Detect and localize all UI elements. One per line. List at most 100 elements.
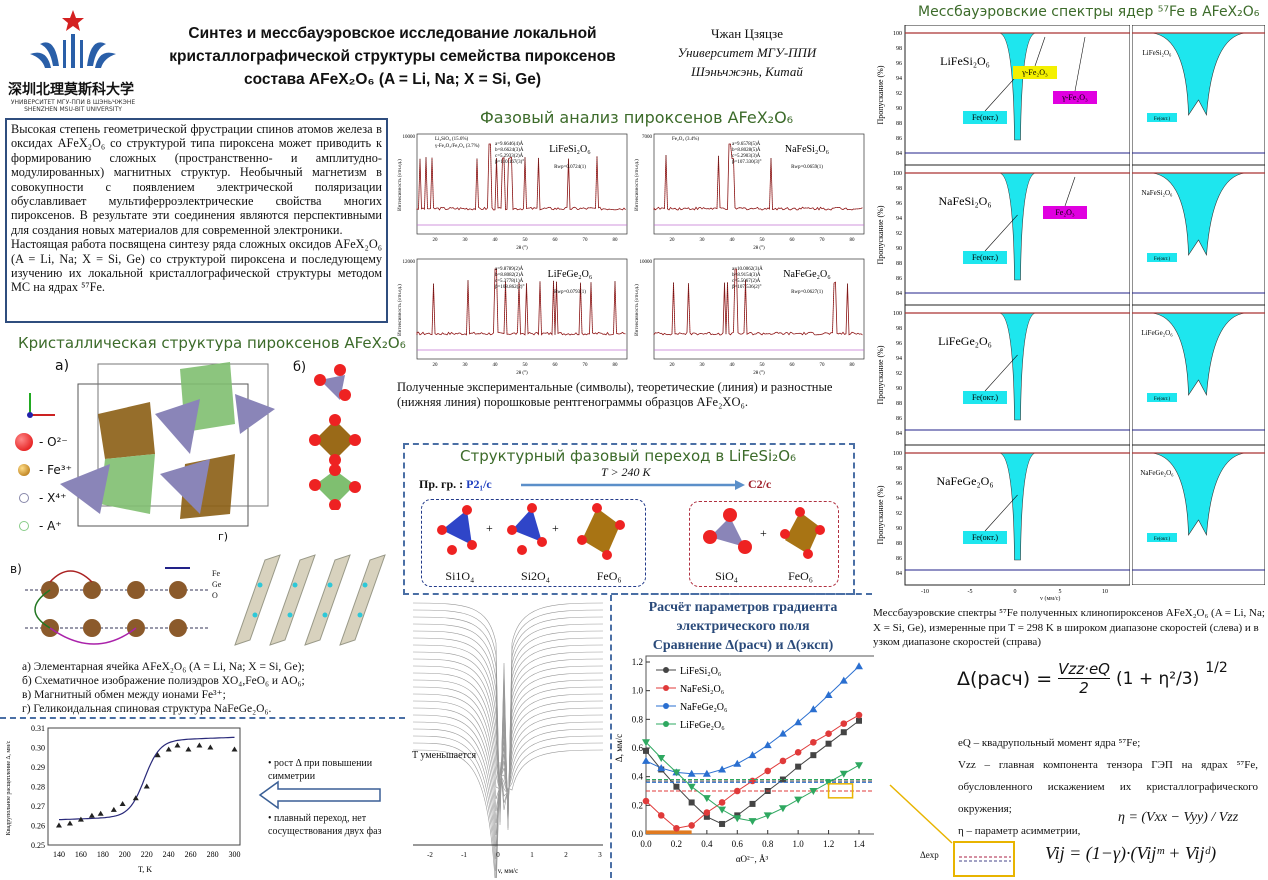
- helix-legend: Fe Ge O: [212, 568, 221, 601]
- delta-formula: Δ(расч) = Vzz·eQ 2 (1 + η²/3) 1/2: [957, 660, 1228, 697]
- y-tick: 88: [896, 541, 902, 547]
- phase-label: Fe(окт.): [1154, 257, 1171, 262]
- xrd-caption: Полученные экспериментальные (символы), …: [397, 380, 833, 409]
- space-group-prefix: Пр. гр. :: [419, 477, 464, 491]
- pointer-line: [984, 214, 1018, 252]
- data-point: [778, 729, 787, 737]
- y-tick: 86: [896, 276, 902, 282]
- y-tick: 88: [896, 121, 902, 127]
- y-tick-label: 1.0: [632, 686, 644, 696]
- legend-item: - Fe³⁺: [15, 456, 95, 484]
- phase-label: Fe(окт.): [1154, 537, 1171, 542]
- x-tick-label: 160: [75, 850, 87, 859]
- x-axis-label: αO²⁻, Å³: [736, 854, 769, 864]
- xrd-panel: NaFeSi₂O₆ a=9.6578(5)Åb=8.8028(5)Åc=5.290…: [635, 133, 865, 251]
- y-tick: 88: [896, 261, 902, 267]
- phase-label: Fe(окт.): [1154, 397, 1171, 402]
- doublet-subspectrum: [1151, 312, 1246, 397]
- data-point: [810, 752, 817, 759]
- spectrum-curve: [412, 728, 604, 860]
- y-tick: 94: [896, 76, 902, 82]
- data-point: [66, 820, 73, 826]
- unit-label: FeO₆: [788, 569, 813, 583]
- pointer-line: [1034, 36, 1046, 67]
- data-point: [856, 717, 862, 724]
- data-point: [733, 815, 742, 823]
- vij-formula: Vij = (1−γ)·(Vijᵐ + Vijᵈ): [1045, 843, 1217, 863]
- sample-name: LiFeGe₂O₆: [548, 269, 593, 280]
- intro-paragraph: Настоящая работа посвящена синтезу ряда …: [11, 237, 382, 295]
- caption-line: б) Схематичное изображение полиэдров XO₄…: [22, 675, 305, 687]
- data-point: [733, 787, 741, 795]
- mossbauer-caption: Мессбауэровские спектры ⁵⁷Fe полученных …: [873, 607, 1265, 648]
- data-point: [824, 690, 833, 698]
- spectrum-curve: [412, 644, 604, 819]
- phase-label: γ-Fe₂O₃: [1061, 93, 1088, 102]
- y-tick: 86: [896, 136, 902, 142]
- legend-label: NaFeGe₂O₆: [680, 702, 728, 713]
- data-point: [810, 738, 817, 746]
- y-tick-label: 0.26: [31, 822, 45, 831]
- x-tick: 50: [760, 238, 766, 243]
- data-point: [718, 765, 727, 773]
- temperature-spectra-stack: -2 -1 0 1 2 3 v, мм/с: [412, 602, 604, 878]
- mossbauer-wide-panel: 100 98 96 94 92 90 88 86 84 Пропускание (%) NaFeSi…: [876, 165, 1130, 305]
- def-vzz: Vzz – главная компонента тензора ГЭП на …: [958, 759, 1258, 815]
- y-tick: 7000: [642, 135, 653, 140]
- x-axis-label: v, мм/с: [498, 867, 518, 875]
- plot-frame: [47, 727, 241, 846]
- legend-item: - O²⁻: [15, 428, 95, 456]
- label-b: б): [293, 360, 307, 375]
- y-tick: 98: [896, 466, 902, 472]
- lattice-parameter: a=9.8789(2)Å: [495, 266, 524, 272]
- x-tick: 60: [790, 238, 796, 243]
- x-tick-label: 240: [163, 850, 175, 859]
- x-tick-label: 1.4: [853, 839, 865, 849]
- data-point: [840, 720, 848, 727]
- y-tick: 94: [896, 216, 902, 222]
- plot-frame: [416, 133, 628, 235]
- crystal-caption: а) Элементарная ячейка AFeX₂O₆ (A = Li, …: [22, 660, 402, 716]
- calc-divider: [610, 595, 612, 878]
- data-point: [77, 816, 84, 822]
- formula-exponent: 1/2: [1205, 660, 1228, 676]
- university-logo: 深圳北理莫斯科大学 УНИВЕРСИТЕТ МГУ-ППИ В ШЭНЬЧЖЭН…: [8, 4, 138, 114]
- data-point: [733, 759, 742, 767]
- lattice-parameter: β=110.167(3)°: [495, 160, 524, 165]
- phase-label: Fe(окт.): [1154, 117, 1171, 122]
- unit-label: FeO₆: [596, 569, 622, 583]
- data-point: [719, 820, 726, 827]
- y-tick: 84: [896, 291, 902, 297]
- transition-condition: T > 240 K: [601, 465, 651, 480]
- y-tick-label: 0.2: [632, 800, 643, 810]
- high-t-labels: SiO₄ FeO₆: [690, 569, 838, 584]
- data-point: [174, 742, 181, 748]
- y-tick: 92: [896, 511, 902, 517]
- data-point: [855, 662, 863, 670]
- x-tick: 5: [1059, 589, 1062, 595]
- intro-box: Высокая степень геометрической фрустраци…: [5, 118, 388, 323]
- fit-curve: [59, 736, 235, 821]
- lattice-parameter: b=8.8082(2)Å: [495, 272, 524, 278]
- y-tick: 10000: [640, 260, 653, 265]
- y-tick: 100: [893, 171, 902, 177]
- impurity-legend: Fe₂O₃ (3.4%): [672, 137, 699, 142]
- observed-pattern: [653, 143, 863, 211]
- x-tick-label: 200: [119, 850, 131, 859]
- mossbauer-narrow-panel: NaFeSi₂O₆ Fe(окт.): [1132, 165, 1265, 305]
- y-axis-label: Квадрупольное расщепление Δ, мм/с: [6, 740, 12, 835]
- x-tick: 40: [730, 238, 736, 243]
- lattice-parameter: c=5.3778(1)Å: [495, 278, 524, 284]
- oxygen-atom-icon: [15, 433, 33, 451]
- x-tick: 60: [790, 363, 796, 368]
- phase-label: Fe(окт.): [972, 533, 998, 542]
- x-tick: 10: [1102, 589, 1108, 595]
- data-point: [794, 718, 803, 726]
- y-tick: 84: [896, 151, 902, 157]
- high-t-units: + SiO₄ FeO₆: [689, 501, 839, 587]
- data-point: [779, 757, 787, 765]
- doublet-subspectrum: [999, 452, 1036, 561]
- y-tick: 84: [896, 571, 902, 577]
- university-name-ru: УНИВЕРСИТЕТ МГУ-ППИ В ШЭНЬЧЖЭНЕ: [10, 99, 136, 106]
